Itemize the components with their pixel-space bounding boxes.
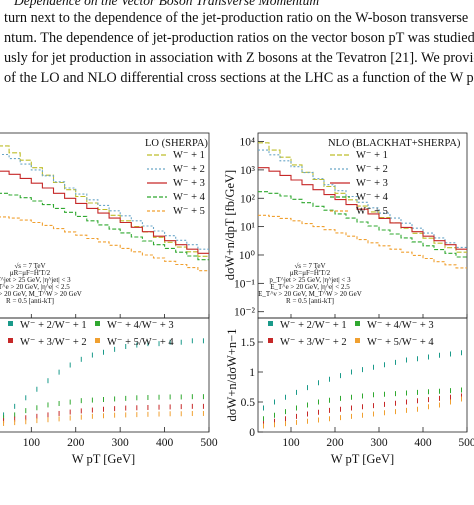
R-ytick-label-3: 10¹ xyxy=(240,222,256,234)
L-series-3 xyxy=(0,170,209,254)
L-xlabel: W pT [GeV] xyxy=(72,452,135,466)
R-xtick-label-0: 100 xyxy=(282,437,300,449)
L-legend-2: W⁻ + 2 xyxy=(173,164,205,175)
L-legend-1: W⁻ + 1 xyxy=(173,150,205,161)
R-ratio-legend-swatch-2 xyxy=(355,321,360,326)
section-heading: Dependence on the Vector Boson Transvers… xyxy=(14,0,320,8)
paragraph-line-1: turn next to the dependence of the jet-p… xyxy=(4,10,469,26)
L-cut-1: √s = 7 TeV xyxy=(14,262,45,270)
R-bottom-ytick-label-2: 1 xyxy=(249,367,255,379)
paragraph-line-3: usly for jet production in association w… xyxy=(4,50,474,66)
R-ratio-legend-swatch-3 xyxy=(268,338,273,343)
L-xtick-label-1: 200 xyxy=(67,437,85,449)
R-series-3 xyxy=(258,167,467,250)
R-legend-2: W⁻ + 2 xyxy=(356,164,388,175)
L-legend-3: W⁻ + 3 xyxy=(173,178,205,189)
L-ratio-legend-swatch-1 xyxy=(8,321,13,326)
L-panel-title: LO (SHERPA) xyxy=(145,138,208,149)
R-ylabel: dσW+n/dpT [fb/GeV] xyxy=(223,170,237,280)
R-series-2 xyxy=(258,149,467,248)
L-ratio-legend-2: W⁻ + 4/W⁻ + 3 xyxy=(107,320,174,331)
R-bottom-ylabel: dσW+n/dσW+n−1 xyxy=(225,329,239,422)
R-ratio-legend-swatch-4 xyxy=(355,338,360,343)
R-legend-3: W⁻ + 3 xyxy=(356,178,388,189)
L-series-2 xyxy=(0,153,209,250)
L-cut-5: E_T^ν > 20 GeV, M_T^W > 20 GeV xyxy=(0,290,82,298)
R-ytick-label-6: 10⁻² xyxy=(234,307,256,319)
L-xtick-label-4: 500 xyxy=(200,437,218,449)
R-legend-4: W⁻ + 4 xyxy=(356,192,389,203)
R-ytick-label-1: 10³ xyxy=(240,165,256,177)
R-ytick-label-0: 10⁴ xyxy=(239,137,255,149)
R-ratio-legend-swatch-1 xyxy=(268,321,273,326)
L-xtick-label-2: 300 xyxy=(112,437,130,449)
L-series-4 xyxy=(0,192,209,261)
R-series-1 xyxy=(258,142,467,253)
R-ratio-legend-2: W⁻ + 4/W⁻ + 3 xyxy=(367,320,434,331)
R-cut-6: R = 0.5 [anti-kT] xyxy=(286,297,334,305)
R-xtick-label-2: 300 xyxy=(370,437,388,449)
L-series-1 xyxy=(0,145,209,257)
R-bottom-ytick-label-1: 0.5 xyxy=(241,397,256,409)
R-cut-5: E_T^ν > 20 GeV, M_T^W > 20 GeV xyxy=(258,290,362,298)
R-xtick-label-1: 200 xyxy=(326,437,344,449)
L-cut-4: E_T^e > 20 GeV, |η^e| < 2.5 xyxy=(0,283,70,291)
L-series-5 xyxy=(0,216,209,272)
R-series-4 xyxy=(258,191,467,258)
R-series-5 xyxy=(258,214,467,269)
L-xtick-label-0: 100 xyxy=(23,437,41,449)
R-ratio-legend-4: W⁻ + 5/W⁻ + 4 xyxy=(367,337,434,348)
right-bottom-frame xyxy=(257,317,468,433)
R-bottom-ytick-label-3: 1.5 xyxy=(241,337,256,349)
L-legend-5: W⁻ + 5 xyxy=(173,206,205,217)
L-ratio-legend-4: W⁻ + 5/W⁻ + 4 xyxy=(107,337,174,348)
left-bottom-frame xyxy=(0,317,210,433)
R-xlabel: W pT [GeV] xyxy=(331,452,394,466)
R-cut-3: p_T^jet > 25 GeV, |η^jet| < 3 xyxy=(269,276,351,284)
R-cut-2: μR=μF=Ĥ′T/2 xyxy=(290,269,331,277)
L-cut-3: p_T^jet > 25 GeV, |η^jet| < 3 xyxy=(0,276,71,284)
L-xtick-label-3: 400 xyxy=(156,437,174,449)
R-bottom-ytick-label-0: 0 xyxy=(249,427,255,439)
R-ratio-legend-3: W⁻ + 3/W⁻ + 2 xyxy=(280,337,347,348)
R-ytick-label-2: 10² xyxy=(240,193,256,205)
R-xtick-label-3: 400 xyxy=(414,437,432,449)
R-ytick-label-4: 10⁰ xyxy=(239,250,256,262)
R-cut-4: E_T^e > 20 GeV, |η^e| < 2.5 xyxy=(270,283,350,291)
L-legend-4: W⁻ + 4 xyxy=(173,192,206,203)
L-cut-2: μR=μF=Ĥ′T/2 xyxy=(10,269,51,277)
L-ratio-legend-3: W⁻ + 3/W⁻ + 2 xyxy=(20,337,87,348)
R-legend-1: W⁻ + 1 xyxy=(356,150,388,161)
R-xtick-label-4: 500 xyxy=(458,437,474,449)
paragraph-line-4: of the LO and NLO differential cross sec… xyxy=(4,70,474,86)
L-ratio-legend-1: W⁻ + 2/W⁻ + 1 xyxy=(20,320,87,331)
R-legend-5: W⁻ + 5 xyxy=(356,206,388,217)
R-cut-1: √s = 7 TeV xyxy=(294,262,325,270)
R-ytick-label-5: 10⁻¹ xyxy=(234,278,256,290)
L-ratio-legend-swatch-4 xyxy=(95,338,100,343)
L-cut-6: R = 0.5 [anti-kT] xyxy=(6,297,54,305)
R-ratio-legend-1: W⁻ + 2/W⁻ + 1 xyxy=(280,320,347,331)
L-ratio-legend-swatch-2 xyxy=(95,321,100,326)
paragraph-line-2: ntum. The dependence of jet-production r… xyxy=(4,30,474,46)
R-panel-title: NLO (BLACKHAT+SHERPA) xyxy=(328,138,461,149)
L-ratio-legend-swatch-3 xyxy=(8,338,13,343)
